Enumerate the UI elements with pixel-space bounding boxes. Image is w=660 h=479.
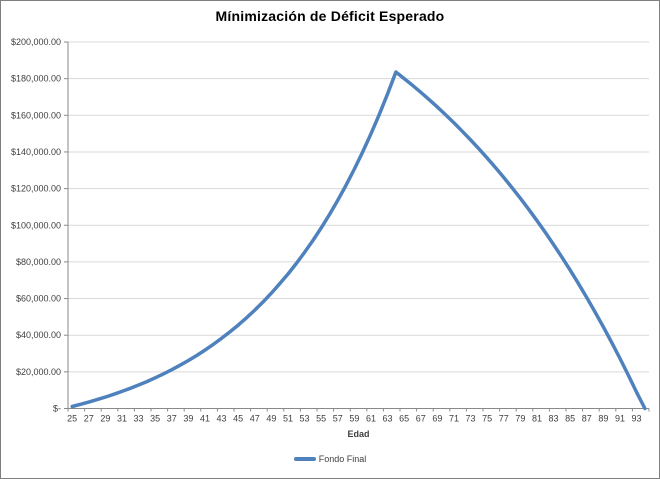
x-tick-label: 57 [333,414,343,424]
y-tick-label: $80,000.00 [16,257,61,267]
x-tick-label: 51 [283,414,293,424]
x-tick-label: 41 [200,414,210,424]
x-tick-label: 61 [366,414,376,424]
legend-line-swatch [293,457,316,461]
legend-series-label: Fondo Final [318,454,367,464]
x-tick-label: 65 [399,414,409,424]
x-tick-label: 75 [482,414,492,424]
x-tick-label: 85 [565,414,575,424]
x-tick-label: 31 [117,414,127,424]
x-tick-label: 39 [183,414,193,424]
x-axis-title: Edad [347,429,370,439]
y-tick-label: $100,000.00 [11,220,61,230]
x-tick-label: 67 [416,414,426,424]
chart-title: Mínimización de Déficit Esperado [215,8,445,24]
x-tick-label: 35 [150,414,160,424]
y-tick-label: $200,000.00 [11,37,61,47]
x-tick-label: 49 [266,414,276,424]
x-tick-label: 77 [499,414,509,424]
x-tick-label: 55 [316,414,326,424]
legend: Fondo Final [0,454,660,464]
x-tick-label: 33 [134,414,144,424]
y-tick-label: $- [53,404,61,414]
y-tick-label: $20,000.00 [16,367,61,377]
x-tick-label: 79 [515,414,525,424]
x-tick-label: 43 [217,414,227,424]
y-tick-label: $60,000.00 [16,294,61,304]
series-line-fondo-final [70,70,647,411]
x-tick-label: 59 [349,414,359,424]
x-tick-label: 83 [549,414,559,424]
x-tick-label: 93 [632,414,642,424]
y-tick-label: $120,000.00 [11,184,61,194]
y-tick-label: $160,000.00 [11,110,61,120]
x-tick-label: 89 [598,414,608,424]
x-tick-label: 53 [300,414,310,424]
x-tick-label: 27 [84,414,94,424]
x-tick-label: 45 [233,414,243,424]
x-tick-label: 81 [532,414,542,424]
x-tick-label: 47 [250,414,260,424]
x-tick-label: 91 [615,414,625,424]
y-tick-label: $180,000.00 [11,74,61,84]
y-tick-label: $140,000.00 [11,147,61,157]
x-tick-label: 73 [466,414,476,424]
x-tick-label: 37 [167,414,177,424]
x-tick-label: 63 [383,414,393,424]
y-tick-label: $40,000.00 [16,330,61,340]
x-tick-label: 87 [582,414,592,424]
x-tick-label: 29 [100,414,110,424]
x-tick-label: 69 [432,414,442,424]
x-tick-label: 71 [449,414,459,424]
x-tick-label: 25 [67,414,77,424]
